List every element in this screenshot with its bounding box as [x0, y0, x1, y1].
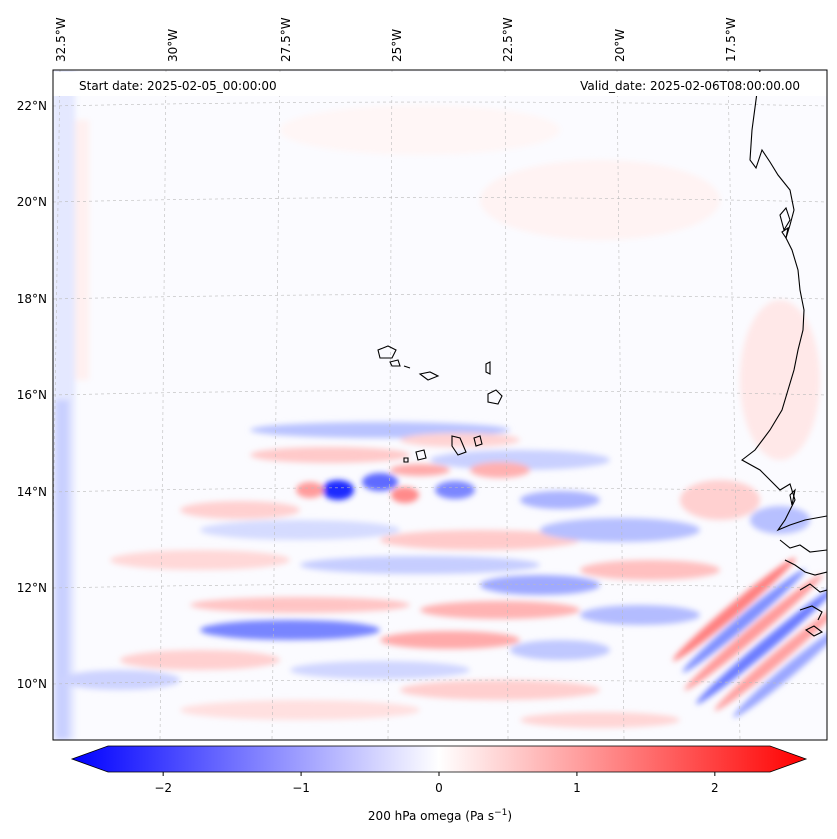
lat-label: 12°N — [17, 581, 47, 595]
header-band — [53, 72, 827, 96]
latitude-labels: 22°N 20°N 18°N 16°N 14°N 12°N 10°N — [17, 99, 47, 691]
colorbar-label-text: 200 hPa omega (Pa s — [368, 809, 494, 823]
lat-label: 18°N — [17, 292, 47, 306]
colorbar: −2 −1 0 1 2 200 hPa omega (Pa s−1) — [70, 745, 808, 823]
valid-date-label: Valid_date: 2025-02-06T08:00:00.00 — [580, 79, 800, 93]
colorbar-ticks: −2 −1 0 1 2 — [154, 772, 719, 795]
colorbar-tick-label: −2 — [154, 781, 172, 795]
cape-verde-islands — [377, 345, 397, 359]
graticule — [53, 70, 827, 740]
colorbar-bar — [70, 745, 808, 773]
omega-field — [53, 70, 827, 740]
colorbar-label: 200 hPa omega (Pa s−1) — [368, 808, 512, 823]
colorbar-tick-label: −1 — [292, 781, 310, 795]
map-frame — [52, 69, 828, 741]
colorbar-tick-label: 1 — [573, 781, 581, 795]
lon-label: 30°W — [166, 29, 180, 62]
colorbar-label-close: ) — [507, 809, 512, 823]
lat-label: 22°N — [17, 99, 47, 113]
lon-label: 32.5°W — [54, 17, 68, 62]
map-panel: Start date: 2025-02-05_00:00:00 Valid_da… — [52, 69, 828, 741]
colorbar-label-exponent: −1 — [494, 808, 507, 818]
lat-label: 20°N — [17, 195, 47, 209]
lon-label: 27.5°W — [279, 17, 293, 62]
lon-label: 20°W — [613, 29, 627, 62]
longitude-labels: 32.5°W 30°W 27.5°W 25°W 22.5°W 20°W 17.5… — [54, 17, 738, 62]
lat-label: 10°N — [17, 677, 47, 691]
coastlines — [377, 70, 827, 637]
lon-label: 25°W — [390, 29, 404, 62]
lon-label: 22.5°W — [501, 17, 515, 62]
lat-label: 14°N — [17, 485, 47, 499]
colorbar-tick-label: 2 — [711, 781, 719, 795]
start-date-label: Start date: 2025-02-05_00:00:00 — [79, 79, 277, 93]
colorbar-tick-label: 0 — [435, 781, 443, 795]
lon-label: 17.5°W — [724, 17, 738, 62]
lat-label: 16°N — [17, 388, 47, 402]
